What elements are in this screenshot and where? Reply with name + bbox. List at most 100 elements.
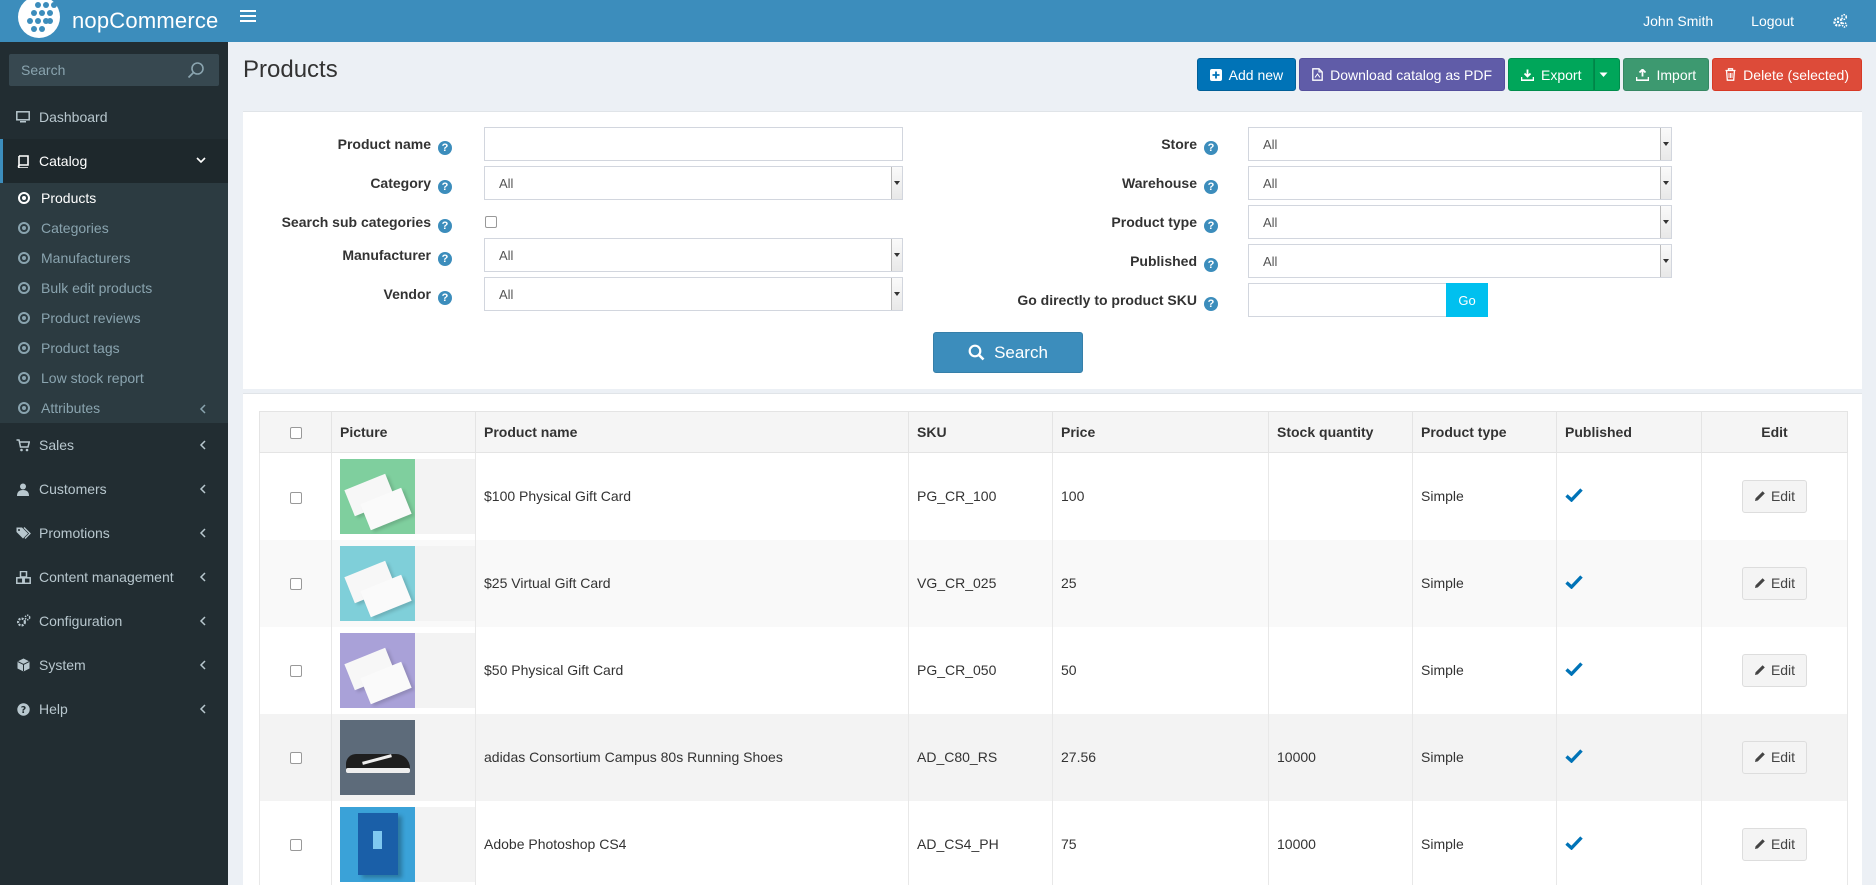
chevron-left-icon [199,616,206,626]
price-cell: 75 [1052,800,1269,885]
column-header-published[interactable]: Published [1556,411,1702,453]
edit-button[interactable]: Edit [1741,479,1808,513]
help-icon[interactable]: ? [1204,141,1218,155]
sidebar-item-help[interactable]: ? Help [0,687,228,731]
submenu-item-products[interactable]: Products [0,183,228,213]
submenu-item-product-reviews[interactable]: Product reviews [0,303,228,333]
published-cell [1556,626,1702,714]
sidebar-item-sales[interactable]: Sales [0,423,228,467]
search-icon[interactable] [187,61,205,79]
submenu-item-manufacturers[interactable]: Manufacturers [0,243,228,273]
delete-selected-label: Delete (selected) [1743,66,1849,83]
submenu-item-label: Categories [41,220,109,236]
search-sub-categories-checkbox[interactable] [485,216,497,228]
submenu-item-attributes[interactable]: Attributes [0,393,228,423]
product-type-select[interactable]: All [1248,205,1672,239]
edit-button[interactable]: Edit [1741,827,1808,861]
edit-button[interactable]: Edit [1741,740,1808,774]
help-icon[interactable]: ? [438,252,452,266]
product-thumbnail[interactable] [340,806,415,882]
row-checkbox[interactable] [289,752,302,765]
logout-link[interactable]: Logout [1751,13,1794,29]
circle-dot-icon [18,222,30,234]
circle-dot-icon [18,252,30,264]
table-header-row: Picture Product name SKU Price Stock qua… [259,411,1848,453]
sidebar-item-configuration[interactable]: Configuration [0,599,228,643]
edit-cell: Edit [1701,452,1848,540]
edit-button[interactable]: Edit [1741,653,1808,687]
settings-gears-icon[interactable] [1832,13,1848,29]
help-icon[interactable]: ? [438,141,452,155]
help-icon[interactable]: ? [1204,180,1218,194]
export-button[interactable]: Export [1508,58,1595,91]
caret-down-icon [1663,259,1669,263]
download-catalog-pdf-button[interactable]: Download catalog as PDF [1299,58,1506,91]
warehouse-select[interactable]: All [1248,166,1672,200]
submenu-item-product-tags[interactable]: Product tags [0,333,228,363]
chevron-left-icon [199,484,206,494]
download-icon [1521,69,1535,81]
sidebar-toggle-icon[interactable] [240,10,256,24]
column-header-stock-quantity[interactable]: Stock quantity [1268,411,1413,453]
caret-down-icon [894,181,900,185]
search-button[interactable]: Search [933,332,1083,373]
published-select-value: All [1263,253,1278,269]
select-all-checkbox[interactable] [289,427,302,440]
top-navbar: nopCommerce John Smith Logout [0,0,1876,42]
edit-button[interactable]: Edit [1741,566,1808,600]
delete-selected-button[interactable]: Delete (selected) [1712,58,1862,91]
submenu-item-bulk-edit[interactable]: Bulk edit products [0,273,228,303]
submenu-item-categories[interactable]: Categories [0,213,228,243]
add-new-label: Add new [1228,66,1284,83]
vendor-select[interactable]: All [484,277,903,311]
row-checkbox[interactable] [289,665,302,678]
brand-logo[interactable]: nopCommerce [0,0,228,42]
product-type-cell: Simple [1412,539,1557,627]
row-select-cell [259,800,332,885]
sidebar-item-dashboard[interactable]: Dashboard [0,95,228,139]
circle-dot-icon [18,312,30,324]
help-icon[interactable]: ? [1204,297,1218,311]
product-sku-input[interactable] [1248,283,1447,317]
sidebar-item-content-management[interactable]: Content management [0,555,228,599]
row-checkbox[interactable] [289,578,302,591]
stock-quantity-cell [1268,452,1413,540]
add-new-button[interactable]: Add new [1196,58,1297,91]
sidebar-item-customers[interactable]: Customers [0,467,228,511]
published-select[interactable]: All [1248,244,1672,278]
sidebar-item-system[interactable]: System [0,643,228,687]
go-to-sku-button[interactable]: Go [1446,283,1488,317]
column-header-price[interactable]: Price [1052,411,1269,453]
caret-down-icon [1663,220,1669,224]
caret-down-icon [894,292,900,296]
store-label: Store? [1000,136,1218,155]
user-name-link[interactable]: John Smith [1643,13,1714,29]
column-header-product-name[interactable]: Product name [475,411,909,453]
column-header-product-type[interactable]: Product type [1412,411,1557,453]
help-icon[interactable]: ? [438,291,452,305]
column-header-sku[interactable]: SKU [908,411,1053,453]
help-icon[interactable]: ? [1204,258,1218,272]
submenu-item-label: Products [41,190,97,206]
store-select[interactable]: All [1248,127,1672,161]
trash-icon [1725,68,1736,81]
import-button[interactable]: Import [1623,58,1710,91]
export-dropdown-toggle[interactable] [1594,58,1621,91]
submenu-item-low-stock-report[interactable]: Low stock report [0,363,228,393]
row-checkbox[interactable] [289,839,302,852]
help-icon[interactable]: ? [438,219,452,233]
product-thumbnail[interactable] [340,632,415,708]
column-header-picture[interactable]: Picture [331,411,476,453]
category-select[interactable]: All [484,166,903,200]
product-thumbnail[interactable] [340,719,415,795]
product-thumbnail[interactable] [340,458,415,534]
sidebar-item-promotions[interactable]: Promotions [0,511,228,555]
row-checkbox[interactable] [289,491,302,504]
product-thumbnail[interactable] [340,545,415,621]
help-icon[interactable]: ? [1204,219,1218,233]
product-name-input[interactable] [484,127,903,161]
sidebar-search-input[interactable] [9,54,179,86]
manufacturer-select[interactable]: All [484,238,903,272]
help-icon[interactable]: ? [438,180,452,194]
sidebar-item-catalog[interactable]: Catalog [0,139,228,183]
